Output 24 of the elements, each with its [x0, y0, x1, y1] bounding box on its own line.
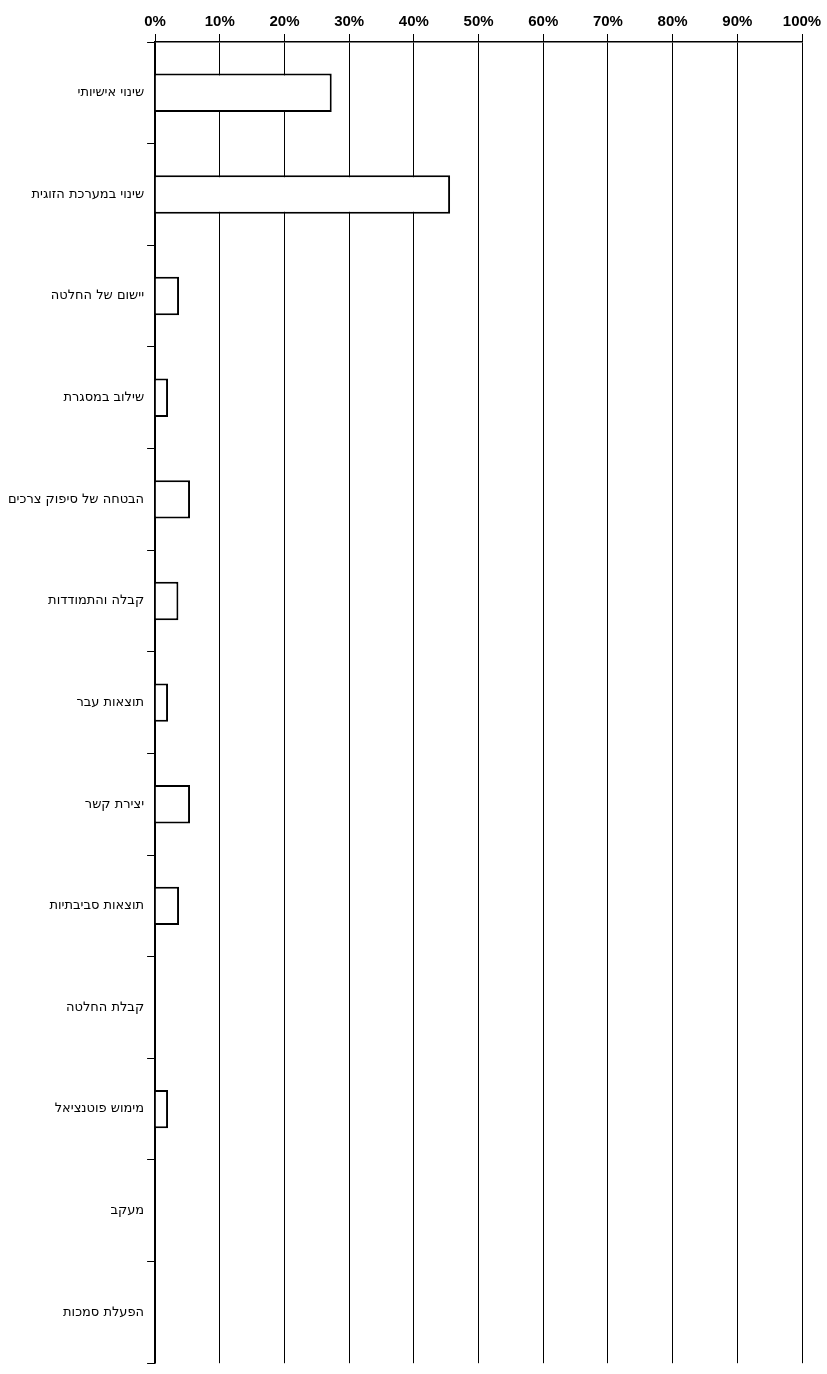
y-tick-label: קבלת החלטה — [66, 998, 145, 1014]
x-tick-label: 50% — [463, 12, 494, 30]
y-tick-label: הפעלת סמכות — [63, 1303, 145, 1319]
y-tick-label: שינוי במערכת הזוגית — [31, 185, 145, 201]
y-tick-label: מעקב — [110, 1202, 145, 1218]
y-tick-label: תוצאות עבר — [76, 693, 145, 709]
x-tick-label: 80% — [657, 12, 688, 30]
y-tick-label: שילוב במסגרת — [63, 389, 145, 405]
x-tick-label: 70% — [592, 12, 623, 30]
x-tick-label: 90% — [722, 12, 753, 30]
y-tick-label: שינוי אישיותי — [77, 84, 145, 100]
x-tick-label: 40% — [398, 12, 429, 30]
x-tick-label: 10% — [204, 12, 235, 30]
y-tick-label: קבלה והתמודדות — [48, 592, 145, 608]
y-tick-label: יצירת קשר — [84, 795, 145, 811]
x-tick-label: 20% — [269, 12, 300, 30]
y-tick-label: מימוש פוטנציאל — [54, 1100, 145, 1116]
y-tick-label: הבטחה של סיפוק צרכים — [8, 490, 145, 506]
x-tick-label: 100% — [782, 12, 822, 30]
x-tick-label: 0% — [144, 12, 166, 30]
x-tick-label: 60% — [528, 12, 559, 30]
y-tick-label: תוצאות סביבתיות — [49, 897, 145, 913]
y-tick-label: יישום של החלטה — [50, 287, 145, 303]
x-tick-label: 30% — [334, 12, 365, 30]
